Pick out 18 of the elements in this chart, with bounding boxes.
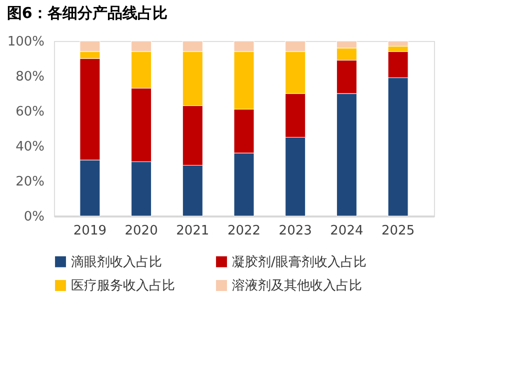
y-tick-label: 60% <box>16 104 44 120</box>
x-tick-label: 2019 <box>73 224 106 238</box>
x-tick-label: 2024 <box>330 224 364 238</box>
legend-label: 医疗服务收入占比 <box>71 278 175 294</box>
y-tick-label: 0% <box>24 210 44 224</box>
x-tick-label: 2021 <box>176 224 210 238</box>
x-tick-label: 2022 <box>227 224 261 238</box>
x-tick-label: 2023 <box>278 224 312 238</box>
x-tick-label: 2025 <box>382 224 415 238</box>
legend-label: 滴眼剂收入占比 <box>71 254 162 270</box>
y-tick-label: 100% <box>7 34 44 50</box>
y-tick-label: 20% <box>16 174 44 190</box>
x-tick-label: 2020 <box>124 224 158 238</box>
legend-label: 溶液剂及其他收入占比 <box>232 278 362 294</box>
legend-label: 凝胶剂/眼膏剂收入占比 <box>232 254 366 270</box>
y-tick-label: 80% <box>16 70 44 84</box>
chart-title: 图6：各细分产品线占比 <box>6 4 168 22</box>
y-tick-label: 40% <box>16 140 44 154</box>
